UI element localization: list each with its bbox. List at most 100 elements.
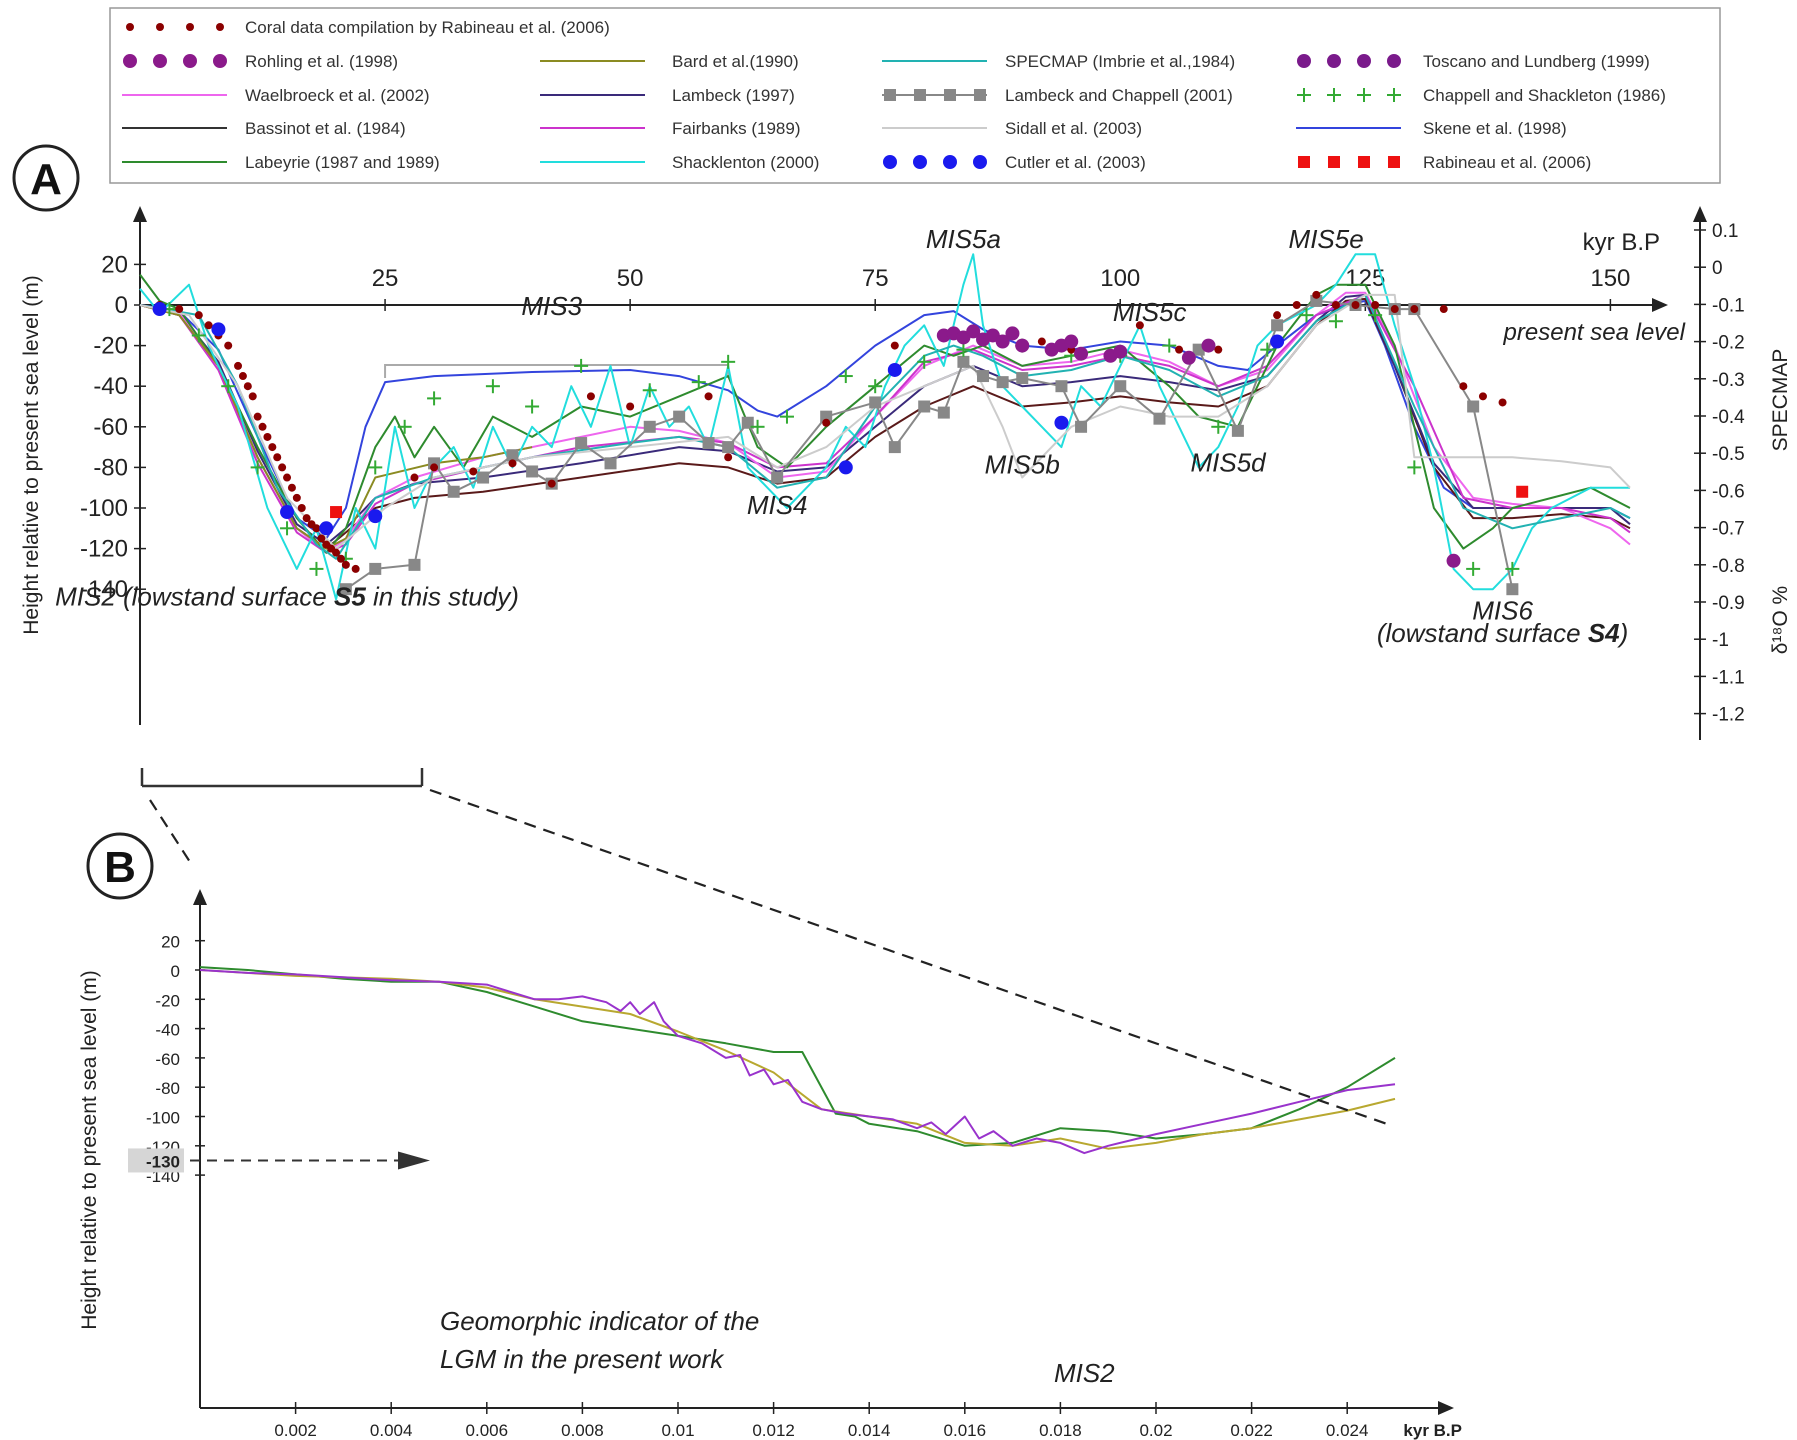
series-a-coral-data-compilation-by-rabineau-et-al-2006-point-6	[234, 361, 243, 370]
series-a-coral-data-compilation-by-rabineau-et-al-2006-point-39	[822, 418, 831, 427]
series-a-rohling-et-al-1998-point-15	[1181, 350, 1196, 365]
series-b-labeyrie-1987-and-1989	[199, 966, 1396, 1147]
legend-shacklenton-2000-label: Shacklenton (2000)	[672, 153, 819, 172]
series-a-lambeck-and-chappell-2001-point-19	[888, 441, 901, 454]
series-a-chappell-and-shackleton-1986-point-5	[309, 561, 324, 576]
annotation-bold: S4	[1588, 618, 1620, 648]
series-a-chappell-and-shackleton-1986-point-2	[221, 379, 236, 394]
panel-a-x-axis-arrow	[1652, 298, 1668, 312]
series-a-rohling-et-al-1998-point-8	[1015, 338, 1030, 353]
series-a-coral-data-compilation-by-rabineau-et-al-2006-point-18	[292, 493, 301, 502]
series-a-coral-data-compilation-by-rabineau-et-al-2006-point-14	[273, 453, 282, 462]
series-a-chappell-and-shackleton-1986-point-31	[1407, 460, 1422, 475]
panel-b-x-tick-label: 0.014	[848, 1421, 891, 1440]
series-a-lambeck-and-chappell-2001-point-13	[702, 437, 715, 450]
panel-a-y2-tick-label: 0	[1712, 258, 1723, 279]
series-a-lambeck-and-chappell-2001-point-25	[1016, 372, 1029, 385]
panel-a-y2-tick-label: -0.4	[1712, 407, 1745, 428]
panel-b-y-tick-label: -40	[155, 1021, 180, 1040]
series-a-lambeck-and-chappell-2001-point-27	[1075, 420, 1088, 433]
series-a-coral-data-compilation-by-rabineau-et-al-2006-point-53	[1371, 301, 1380, 309]
series-a-rohling-et-al-1998-point-11	[1064, 334, 1079, 349]
series-a-coral-data-compilation-by-rabineau-et-al-2006-point-17	[287, 483, 296, 492]
series-a-coral-data-compilation-by-rabineau-et-al-2006-point-38	[724, 453, 733, 462]
series-a-coral-data-compilation-by-rabineau-et-al-2006-point-57	[1459, 382, 1468, 391]
panel-a-y2-tick-label: -0.8	[1712, 556, 1745, 577]
series-a-lambeck-and-chappell-2001-point-26	[1055, 380, 1068, 393]
legend-rohling-et-al-1998-marker-2	[183, 54, 197, 68]
series-a-chappell-and-shackleton-1986-point-18	[838, 369, 853, 384]
series-a-coral-data-compilation-by-rabineau-et-al-2006-point-11	[258, 422, 267, 431]
series-a-chappell-and-shackleton-1986-point-17	[779, 409, 794, 424]
annotation-mis5c: MIS5c	[1113, 297, 1187, 327]
legend-chappell-and-shackleton-1986-marker-0	[1297, 88, 1311, 102]
panel-b-y-tick-label: 0	[171, 962, 180, 981]
series-a-lambeck-and-chappell-2001-point-28	[1114, 380, 1127, 393]
series-a-lambeck-and-chappell-2001-point-29	[1153, 412, 1166, 425]
panel-a-y2-tick-label: 0.1	[1712, 221, 1738, 242]
lgm-highlight-tick: -130	[146, 1152, 180, 1171]
series-a-lambeck-and-chappell-2001-point-23	[977, 370, 990, 383]
series-a-coral-data-compilation-by-rabineau-et-al-2006-point-31	[430, 463, 439, 472]
panel-b-x-axis-arrow	[1438, 1401, 1454, 1415]
series-a-shacklenton-2000-line	[139, 253, 1630, 601]
panel-label-b: B	[86, 832, 154, 900]
panel-a-y2-label-delta: δ¹⁸O %	[1769, 586, 1792, 654]
series-a-coral-data-compilation-by-rabineau-et-al-2006-point-2	[194, 311, 203, 320]
series-a-bard-et-al-1990	[139, 304, 533, 550]
legend-rohling-et-al-1998-swatch	[123, 54, 227, 68]
panel-b-y-tick-label: -20	[155, 991, 180, 1010]
legend-toscano-and-lundberg-1999-marker-3	[1387, 54, 1401, 68]
series-a-coral-data-compilation-by-rabineau-et-al-2006-point-34	[547, 479, 556, 488]
svg-text:A: A	[30, 155, 62, 204]
series-a-rabineau-et-al-2006	[330, 485, 1529, 519]
legend-bassinot-et-al-1984-label: Bassinot et al. (1984)	[245, 119, 406, 138]
legend-chappell-and-shackleton-1986-swatch	[1297, 88, 1401, 102]
series-a-lambeck-and-chappell-2001-point-7	[526, 465, 539, 478]
series-a-lambeck-and-chappell-2001-point-17	[820, 410, 833, 423]
series-a-cutler-et-al-2003-point-1	[211, 322, 226, 337]
panel-b-y-tick-label: -80	[155, 1079, 180, 1098]
series-a-lambeck-and-chappell-2001-point-33	[1310, 294, 1323, 307]
legend-cutler-et-al-2003-label: Cutler et al. (2003)	[1005, 153, 1146, 172]
panel-a-y2-tick-label: -0.2	[1712, 333, 1745, 354]
panel-a-y2-tick-label: -1.2	[1712, 705, 1745, 726]
series-a-coral-data-compilation-by-rabineau-et-al-2006-point-7	[238, 372, 247, 381]
series-a-chappell-and-shackleton-1986-point-9	[427, 391, 442, 406]
series-a-coral-data-compilation-by-rabineau-et-al-2006-point-9	[248, 392, 257, 401]
legend-rabineau-et-al-2006-marker-0	[1298, 156, 1310, 168]
series-a-coral-data-compilation-by-rabineau-et-al-2006-point-52	[1351, 301, 1360, 309]
legend-cutler-et-al-2003-marker-2	[943, 155, 957, 169]
series-b-fairbanks-1989	[199, 969, 1396, 1155]
series-a-chappell-and-shackleton-1986-point-7	[368, 460, 383, 475]
series-a-coral-data-compilation-by-rabineau-et-al-2006-point-50	[1312, 290, 1321, 299]
annotation-mis5b: MIS5b	[985, 449, 1060, 479]
series-a-chappell-and-shackleton-1986-point-3	[250, 460, 265, 475]
legend-coral-data-compilation-by-rabineau-et-al-2006-label: Coral data compilation by Rabineau et al…	[245, 18, 610, 37]
series-a-lambeck-and-chappell-2001-point-11	[643, 420, 656, 433]
panel-b-y-tick-label: 20	[161, 933, 180, 952]
series-a-lambeck-and-chappell-2001-point-31	[1231, 424, 1244, 437]
series-a-cutler-et-al-2003-point-5	[838, 460, 853, 475]
series-a-coral-data-compilation-by-rabineau-et-al-2006-point-29	[351, 564, 360, 573]
series-a-chappell-and-shackleton-1986-point-26	[1211, 419, 1226, 434]
legend-lambeck-and-chappell-2001-marker-1	[914, 89, 926, 101]
panel-a-y2-tick-label: -0.9	[1712, 593, 1745, 614]
panel-b-x-tick-label: 0.004	[370, 1421, 413, 1440]
series-a-lambeck-and-chappell-2001-point-21	[937, 406, 950, 419]
legend-cutler-et-al-2003-marker-0	[883, 155, 897, 169]
series-a-rohling-et-al-1998-point-17	[1446, 553, 1461, 568]
annotation-mis5e: MIS5e	[1289, 224, 1364, 254]
series-a-lambeck-and-chappell-2001-point-4	[447, 485, 460, 498]
panel-a-y2-label-specmap: SPECMAP	[1769, 349, 1792, 452]
series-a-coral-data-compilation-by-rabineau-et-al-2006-point-22	[312, 524, 321, 533]
series-a-coral-data-compilation-by-rabineau-et-al-2006-point-3	[204, 321, 213, 330]
panel-b-x-tick-label: 0.022	[1230, 1421, 1273, 1440]
legend: Coral data compilation by Rabineau et al…	[122, 18, 1666, 172]
legend-rohling-et-al-1998-marker-0	[123, 54, 137, 68]
legend-lambeck-1997-label: Lambeck (1997)	[672, 86, 795, 105]
series-a-coral-data-compilation-by-rabineau-et-al-2006-point-23	[317, 534, 326, 543]
series-a-coral-data-compilation-by-rabineau-et-al-2006-point-15	[278, 463, 287, 472]
